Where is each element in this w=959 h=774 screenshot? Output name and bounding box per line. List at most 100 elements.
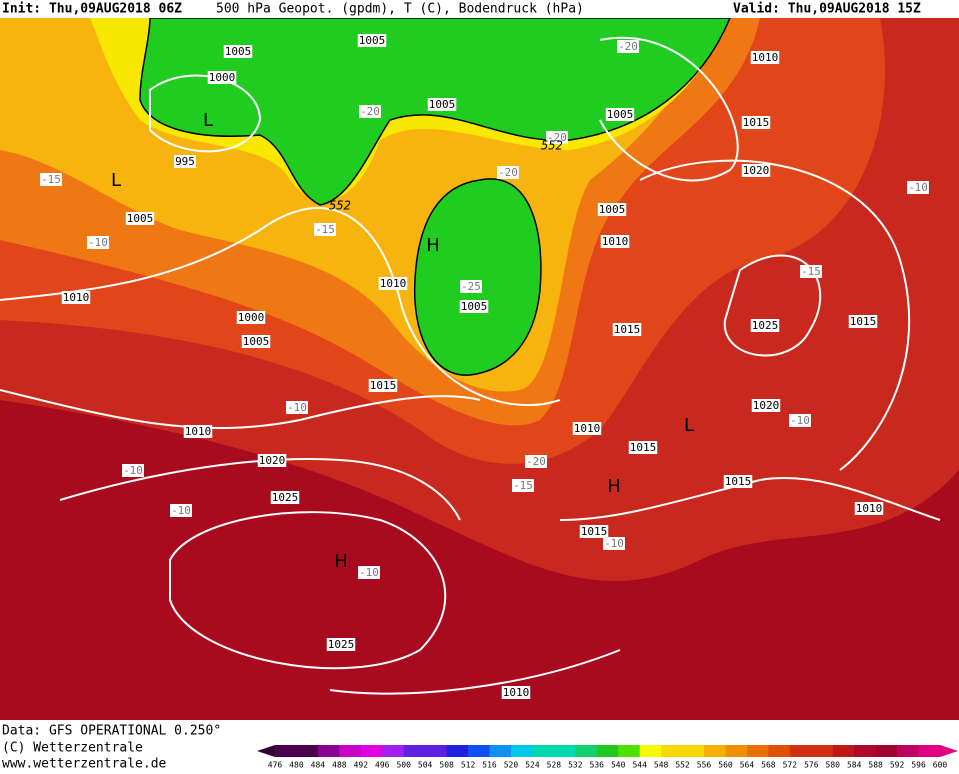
colorbar-swatch xyxy=(854,745,877,757)
colorbar-swatch xyxy=(510,745,533,757)
temperature-label-box xyxy=(907,181,929,194)
pressure-center: H xyxy=(607,476,621,497)
colorbar-swatch xyxy=(403,745,426,757)
copyright: (C) Wetterzentrale xyxy=(2,741,143,756)
colorbar-swatch xyxy=(725,745,748,757)
isobar-label-box xyxy=(174,155,196,168)
isobar-label-box xyxy=(223,45,253,58)
isobar-label: 1005 xyxy=(599,203,626,216)
isobar-label: 1015 xyxy=(581,525,608,538)
colorbar-label: 520 xyxy=(504,761,519,770)
temperature-label: -10 xyxy=(123,464,143,477)
isobar-label-box xyxy=(723,475,753,488)
isobar-label-box xyxy=(605,108,635,121)
colorbar-label: 588 xyxy=(868,761,883,770)
isobar-label-box xyxy=(501,686,531,699)
temperature-label: -20 xyxy=(360,105,380,118)
colorbar-swatch xyxy=(897,745,920,757)
temperature-label: -15 xyxy=(513,479,533,492)
temperature-label: -10 xyxy=(88,236,108,249)
isobar-label: 1020 xyxy=(743,164,770,177)
colorbar-label: 580 xyxy=(826,761,841,770)
isobar-label: 1005 xyxy=(429,98,456,111)
temperature-label: -15 xyxy=(801,265,821,278)
isobar-label: 995 xyxy=(175,155,195,168)
isobar-label-box xyxy=(750,51,780,64)
colorbar-label: 500 xyxy=(396,761,411,770)
colorbar: 476 480 484 488 492 496 500 504 508 512 516 520 524 5… xyxy=(257,745,958,770)
isobar-label: 1010 xyxy=(63,291,90,304)
isobar-label-box xyxy=(236,311,266,324)
colorbar-swatch xyxy=(768,745,791,757)
temperature-label-box xyxy=(603,537,625,550)
temperature-label: -15 xyxy=(315,223,335,236)
colorbar-label: 544 xyxy=(632,761,647,770)
temperature-label-box xyxy=(359,105,381,118)
temperature-label-box xyxy=(497,166,519,179)
colorbar-label: 572 xyxy=(783,761,798,770)
isobar-label: 1005 xyxy=(359,34,386,47)
isobar-label: 1025 xyxy=(752,319,779,332)
isobar-label-box xyxy=(751,399,781,412)
colorbar-label: 540 xyxy=(611,761,626,770)
colorbar-swatch xyxy=(811,745,834,757)
temperature-label-box xyxy=(525,455,547,468)
isobar-label: 1005 xyxy=(243,335,270,348)
isobar-label: 1025 xyxy=(272,491,299,504)
colorbar-swatch xyxy=(918,745,941,757)
geopotential-label: 552 xyxy=(329,199,351,213)
isobar-label: 1020 xyxy=(259,454,286,467)
colorbar-label: 484 xyxy=(311,761,326,770)
isobar-label-box xyxy=(270,491,300,504)
colorbar-label: 528 xyxy=(547,761,562,770)
colorbar-label: 536 xyxy=(590,761,605,770)
colorbar-swatch xyxy=(382,745,405,757)
colorbar-swatch xyxy=(489,745,512,757)
labels: 1005 1005 1000 995 1005 1010 1000 1005 1010 1005 1… xyxy=(40,34,929,699)
isobar-label-box xyxy=(848,315,878,328)
colorbar-swatch xyxy=(532,745,555,757)
map-fields xyxy=(0,18,959,720)
isobar-label: 1005 xyxy=(461,300,488,313)
temperature-label-box xyxy=(358,566,380,579)
colorbar-swatch xyxy=(875,745,898,757)
colorbar-swatch xyxy=(468,745,491,757)
colorbar-label: 532 xyxy=(568,761,583,770)
colorbar-swatch xyxy=(682,745,705,757)
colorbar-swatch xyxy=(339,745,362,757)
isobar-label-box xyxy=(597,203,627,216)
isobar-label-box xyxy=(61,291,91,304)
isobar-label-box xyxy=(378,277,408,290)
temperature-label-box xyxy=(546,131,568,144)
isobar-label-box xyxy=(357,34,387,47)
temperature-label: -10 xyxy=(287,401,307,414)
map-title: 500 hPa Geopot. (gpdm), T (C), Bodendruc… xyxy=(216,2,584,17)
colorbar-swatch xyxy=(704,745,726,757)
header-bg xyxy=(0,0,959,18)
colorbar-label: 568 xyxy=(761,761,776,770)
data-source: Data: GFS OPERATIONAL 0.250° xyxy=(2,724,221,739)
colorbar-label: 584 xyxy=(847,761,862,770)
colorbar-label: 492 xyxy=(354,761,369,770)
colorbar-swatch xyxy=(746,745,769,757)
website: www.wetterzentrale.de xyxy=(2,757,167,771)
isobar-label-box xyxy=(368,379,398,392)
colorbar-label: 552 xyxy=(675,761,690,770)
temperature-label: -10 xyxy=(359,566,379,579)
isobar-label: 1010 xyxy=(185,425,212,438)
colorbar-label: 516 xyxy=(482,761,497,770)
colorbar-swatch xyxy=(360,745,383,757)
geopotential-label: 552 xyxy=(541,139,563,153)
temperature-label-box xyxy=(87,236,109,249)
isobar-label-box xyxy=(741,164,771,177)
temperature-label-box xyxy=(460,280,482,293)
isobar-label-box xyxy=(459,300,489,313)
isobar-label: 1010 xyxy=(602,235,629,248)
pressure-center: L xyxy=(203,110,213,131)
colorbar-swatch xyxy=(661,745,684,757)
pressure-center: L xyxy=(111,170,121,191)
isobar-label-box xyxy=(854,502,884,515)
colorbar-swatch xyxy=(446,745,469,757)
temperature-label: -20 xyxy=(498,166,518,179)
